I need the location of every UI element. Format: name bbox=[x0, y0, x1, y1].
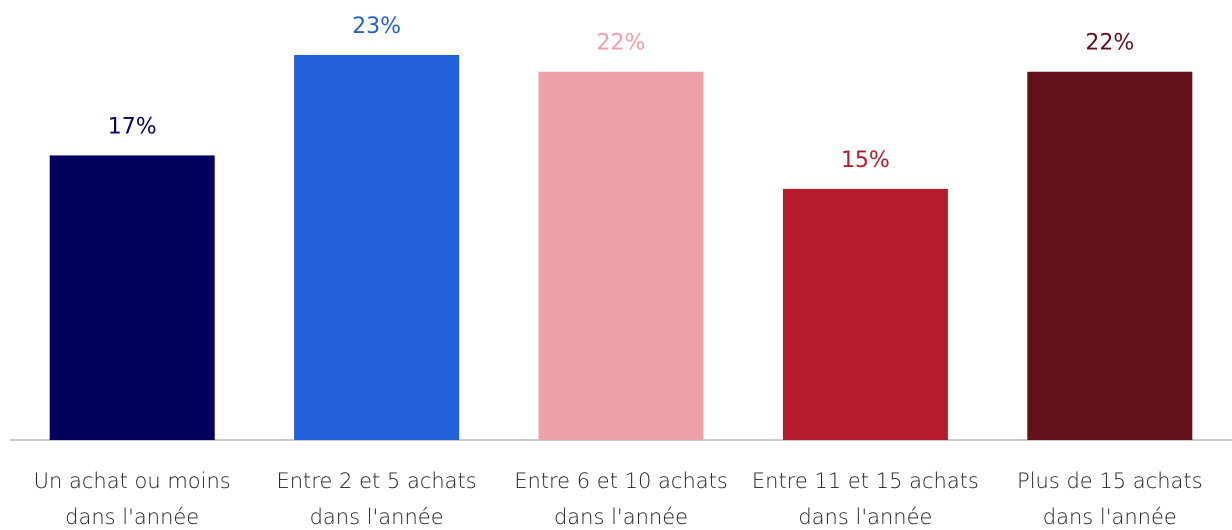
x-tick-label: dans l'année bbox=[310, 505, 444, 529]
x-tick-label: Entre 2 et 5 achats bbox=[276, 469, 476, 493]
x-tick-label: Entre 6 et 10 achats bbox=[514, 469, 728, 493]
bar bbox=[782, 188, 948, 440]
value-label: 22% bbox=[597, 31, 646, 56]
value-label: 17% bbox=[108, 114, 157, 139]
x-tick-label: dans l'année bbox=[1043, 505, 1177, 529]
x-tick-label: Entre 11 et 15 achats bbox=[752, 469, 979, 493]
bar bbox=[1027, 71, 1193, 440]
bar bbox=[49, 155, 215, 440]
value-label: 23% bbox=[352, 14, 401, 39]
x-tick-label: Plus de 15 achats bbox=[1017, 469, 1203, 493]
bar bbox=[294, 55, 460, 440]
bar bbox=[538, 71, 704, 440]
x-tick-label: dans l'année bbox=[798, 505, 932, 529]
x-tick-label: Un achat ou moins bbox=[34, 469, 231, 493]
x-tick-label: dans l'année bbox=[65, 505, 199, 529]
x-tick-label: dans l'année bbox=[554, 505, 688, 529]
value-label: 22% bbox=[1085, 31, 1134, 56]
value-label: 15% bbox=[841, 148, 890, 173]
